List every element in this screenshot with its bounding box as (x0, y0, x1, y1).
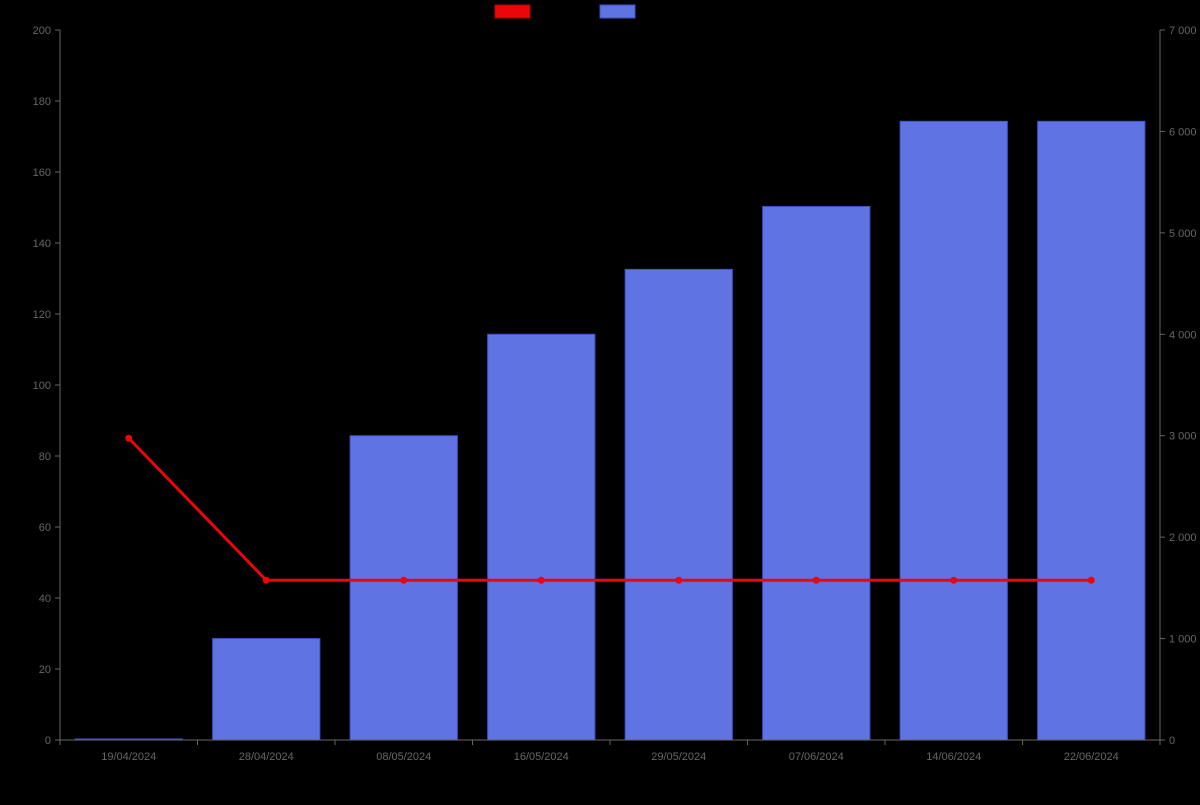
left-axis-label: 120 (33, 309, 51, 321)
left-axis-label: 100 (33, 380, 51, 392)
legend-line-swatch (495, 5, 530, 18)
line-marker (263, 577, 269, 583)
right-axis-label: 7 000 (1169, 25, 1197, 37)
line-marker (401, 577, 407, 583)
left-axis-label: 60 (39, 522, 51, 534)
right-axis-label: 4 000 (1169, 329, 1197, 341)
x-axis-label: 28/04/2024 (239, 751, 294, 763)
line-marker (676, 577, 682, 583)
left-axis-label: 200 (33, 25, 51, 37)
right-axis-label: 1 000 (1169, 634, 1197, 646)
bar (350, 436, 457, 740)
right-axis-label: 5 000 (1169, 228, 1197, 240)
left-axis-label: 20 (39, 664, 51, 676)
x-axis-label: 08/05/2024 (376, 751, 431, 763)
left-axis-label: 0 (45, 735, 51, 747)
x-axis-label: 14/06/2024 (926, 751, 981, 763)
x-axis-label: 19/04/2024 (101, 751, 156, 763)
legend-bar-swatch (600, 5, 635, 18)
line-marker (951, 577, 957, 583)
left-axis-label: 140 (33, 238, 51, 250)
line-marker (126, 435, 132, 441)
bar (488, 334, 595, 740)
x-axis-label: 16/05/2024 (514, 751, 569, 763)
left-axis-label: 80 (39, 451, 51, 463)
line-marker (538, 577, 544, 583)
combo-chart: 0 20 40 60 80 100 120 140 160 180 200 0 1 000 2 000 3 … (0, 0, 1200, 800)
x-axis-label: 22/06/2024 (1064, 751, 1119, 763)
bar (213, 639, 320, 740)
left-axis-label: 160 (33, 167, 51, 179)
bar (900, 121, 1007, 740)
right-axis-label: 0 (1169, 735, 1175, 747)
bar (763, 206, 870, 740)
right-axis-label: 2 000 (1169, 532, 1197, 544)
left-axis-label: 180 (33, 96, 51, 108)
bar (1038, 121, 1145, 740)
left-axis-label: 40 (39, 593, 51, 605)
bar (625, 269, 732, 740)
right-axis-label: 3 000 (1169, 431, 1197, 443)
x-axis-label: 29/05/2024 (651, 751, 706, 763)
line-marker (813, 577, 819, 583)
right-axis-label: 6 000 (1169, 126, 1197, 138)
x-axis-label: 07/06/2024 (789, 751, 844, 763)
line-marker (1088, 577, 1094, 583)
